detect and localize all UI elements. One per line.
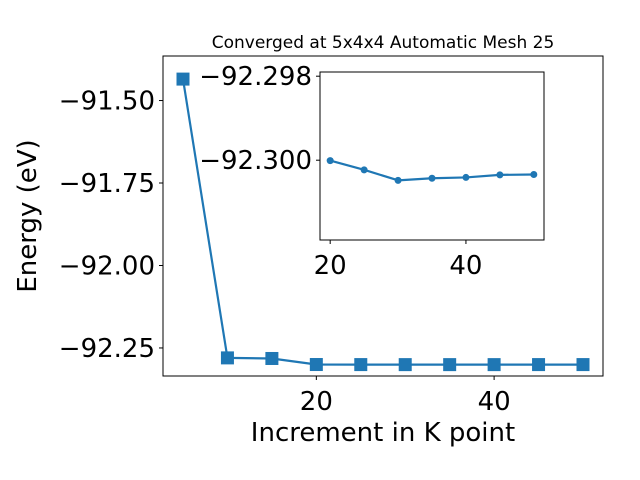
main-y-tick-label: −91.50 — [59, 87, 155, 117]
main-data-point — [487, 358, 501, 372]
main-series-line — [181, 78, 583, 366]
chart-title: Converged at 5x4x4 Automatic Mesh 25 — [212, 33, 555, 53]
inset-y-tick-label: −92.300 — [199, 146, 312, 176]
inset-series — [326, 157, 538, 184]
main-data-point — [443, 358, 457, 372]
inset-data-point — [326, 157, 334, 165]
inset-x-tick-label: 20 — [314, 251, 347, 281]
main-data-point — [354, 358, 368, 372]
main-data-point — [398, 358, 412, 372]
main-plot: Converged at 5x4x4 Automatic Mesh 25 20 4… — [13, 33, 604, 448]
inset-background — [320, 72, 544, 240]
main-data-point — [309, 358, 323, 372]
inset-y-tick-label: −92.298 — [199, 62, 312, 92]
main-x-tick-label: 40 — [478, 387, 511, 417]
inset-data-point — [428, 174, 436, 182]
main-y-tick-label: −92.25 — [59, 334, 155, 364]
main-axis-ticks: 20 40 −91.50 −91.75 −92.00 −92.25 — [59, 87, 511, 417]
main-data-point — [265, 351, 279, 365]
inset-data-point — [394, 176, 402, 184]
inset-x-tick-label: 40 — [449, 251, 482, 281]
inset-data-point — [462, 173, 470, 181]
main-data-point — [576, 358, 590, 372]
main-x-tick-label: 20 — [300, 387, 333, 417]
main-series — [176, 72, 590, 372]
inset-plot-frame — [319, 71, 545, 241]
y-axis-label: Energy (eV) — [13, 139, 43, 292]
main-data-point — [532, 358, 546, 372]
main-y-tick-label: −92.00 — [59, 251, 155, 281]
x-axis-label: Increment in K point — [251, 418, 515, 448]
inset-data-point — [360, 166, 368, 174]
inset-axis-ticks: 20 40 −92.300 −92.298 — [199, 62, 482, 281]
inset-data-point — [496, 171, 504, 179]
main-data-point — [220, 351, 234, 365]
inset-plot: 20 40 −92.300 −92.298 — [199, 62, 545, 281]
main-plot-frame — [162, 55, 604, 377]
main-y-tick-label: −91.75 — [59, 169, 155, 199]
main-data-point — [176, 72, 190, 86]
inset-data-point — [530, 170, 538, 178]
